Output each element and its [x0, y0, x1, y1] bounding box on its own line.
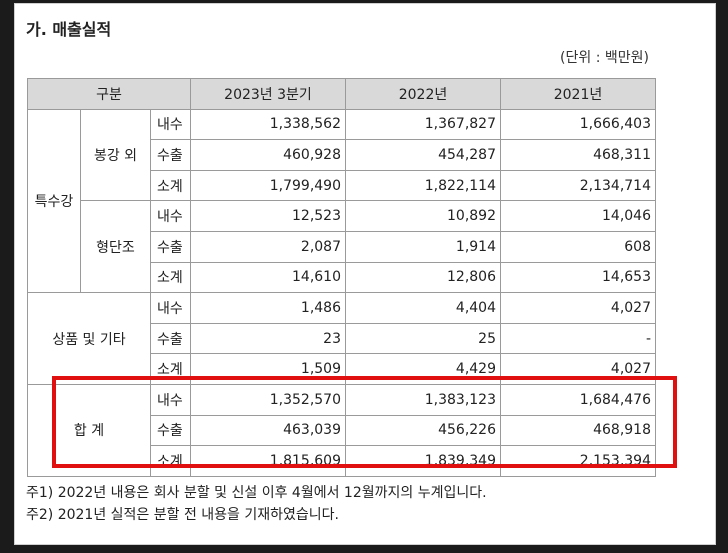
- footnote-1: 주1) 2022년 내용은 회사 분할 및 신설 이후 4월에서 12월까지의 …: [26, 485, 487, 501]
- row-label: 수출: [150, 139, 191, 171]
- cell-value: 23: [190, 322, 346, 355]
- header-category: 구분: [27, 78, 191, 110]
- table-row: 수출 2,087 1,914 608: [28, 230, 656, 263]
- cell-value: 12,523: [190, 200, 346, 232]
- row-label: 소계: [150, 353, 191, 385]
- cell-value: 1,509: [190, 353, 346, 385]
- row-label: 수출: [150, 414, 191, 447]
- cell-value: 4,404: [345, 292, 501, 324]
- cell-value: 1,383,123: [345, 383, 501, 416]
- cell-value: 468,311: [500, 139, 656, 171]
- row-label: 소계: [150, 169, 191, 202]
- cell-value: 1,815,609: [190, 445, 346, 477]
- cell-value: 1,822,114: [345, 169, 501, 202]
- cell-value: 1,799,490: [190, 169, 346, 202]
- cell-value: 14,046: [500, 200, 656, 232]
- cell-value: 463,039: [190, 414, 346, 447]
- unit-label: (단위 : 백만원): [560, 50, 649, 66]
- row-label: 수출: [150, 322, 191, 355]
- section-title: 가. 매출실적: [26, 20, 112, 39]
- group-label-special-steel: 특수강: [27, 108, 81, 294]
- cell-value: 2,087: [190, 230, 346, 263]
- table-row: 합 계 내수 1,352,570 1,383,123 1,684,476: [27, 383, 656, 477]
- row-label: 소계: [150, 261, 191, 294]
- cell-value: -: [500, 322, 656, 355]
- cell-value: 14,653: [500, 261, 656, 294]
- row-label: 소계: [150, 445, 191, 477]
- table-row: 소계 14,610 12,806 14,653: [28, 261, 656, 294]
- cell-value: 4,027: [500, 292, 656, 324]
- cell-value: 2,134,714: [500, 169, 656, 202]
- table-row: 특수강 봉강 외 내수 1,338,562 1,367,827 1,666,40…: [27, 108, 656, 294]
- row-label: 내수: [150, 108, 191, 141]
- sales-table: 구분 2023년 3분기 2022년 2021년 특수강 봉강 외 내수 1,3…: [27, 78, 656, 477]
- subgroup-label-forging: 형단조: [80, 200, 151, 294]
- cell-value: 4,027: [500, 353, 656, 385]
- row-label: 수출: [150, 230, 191, 263]
- table-row: 소계 1,815,609 1,839,349 2,153,394: [28, 445, 656, 477]
- table-row: 상품 및 기타 내수 1,486 4,404 4,027: [27, 292, 656, 385]
- group-label-total: 합 계: [27, 383, 151, 477]
- cell-value: 468,918: [500, 414, 656, 447]
- cell-value: 608: [500, 230, 656, 263]
- row-label: 내수: [150, 383, 191, 416]
- row-label: 내수: [150, 292, 191, 324]
- group-label-goods-other: 상품 및 기타: [27, 292, 151, 385]
- cell-value: 12,806: [345, 261, 501, 294]
- header-col2: 2022년: [345, 78, 501, 110]
- cell-value: 1,666,403: [500, 108, 656, 141]
- cell-value: 10,892: [345, 200, 501, 232]
- cell-value: 2,153,394: [500, 445, 656, 477]
- header-col1: 2023년 3분기: [190, 78, 346, 110]
- cell-value: 456,226: [345, 414, 501, 447]
- cell-value: 1,486: [190, 292, 346, 324]
- cell-value: 1,367,827: [345, 108, 501, 141]
- cell-value: 1,338,562: [190, 108, 346, 141]
- cell-value: 1,684,476: [500, 383, 656, 416]
- cell-value: 14,610: [190, 261, 346, 294]
- table-row: 형단조 내수 12,523 10,892 14,046: [28, 200, 656, 294]
- cell-value: 4,429: [345, 353, 501, 385]
- footnotes: 주1) 2022년 내용은 회사 분할 및 신설 이후 4월에서 12월까지의 …: [26, 482, 487, 526]
- table-row: 수출 23 25 -: [28, 322, 656, 355]
- cell-value: 454,287: [345, 139, 501, 171]
- cell-value: 1,839,349: [345, 445, 501, 477]
- subgroup-label-bar: 봉강 외: [80, 108, 151, 202]
- cell-value: 25: [345, 322, 501, 355]
- cell-value: 460,928: [190, 139, 346, 171]
- cell-value: 1,352,570: [190, 383, 346, 416]
- table-row: 소계 1,799,490 1,822,114 2,134,714: [28, 169, 656, 202]
- header-col3: 2021년: [500, 78, 656, 110]
- row-label: 내수: [150, 200, 191, 232]
- footnote-2: 주2) 2021년 실적은 분할 전 내용을 기재하였습니다.: [26, 507, 339, 523]
- cell-value: 1,914: [345, 230, 501, 263]
- document-page: 가. 매출실적 (단위 : 백만원) 구분 2023년 3분기 2022년 20…: [14, 3, 716, 545]
- table-row: 수출 460,928 454,287 468,311: [28, 139, 656, 171]
- header-row: 구분 2023년 3분기 2022년 2021년: [27, 78, 656, 110]
